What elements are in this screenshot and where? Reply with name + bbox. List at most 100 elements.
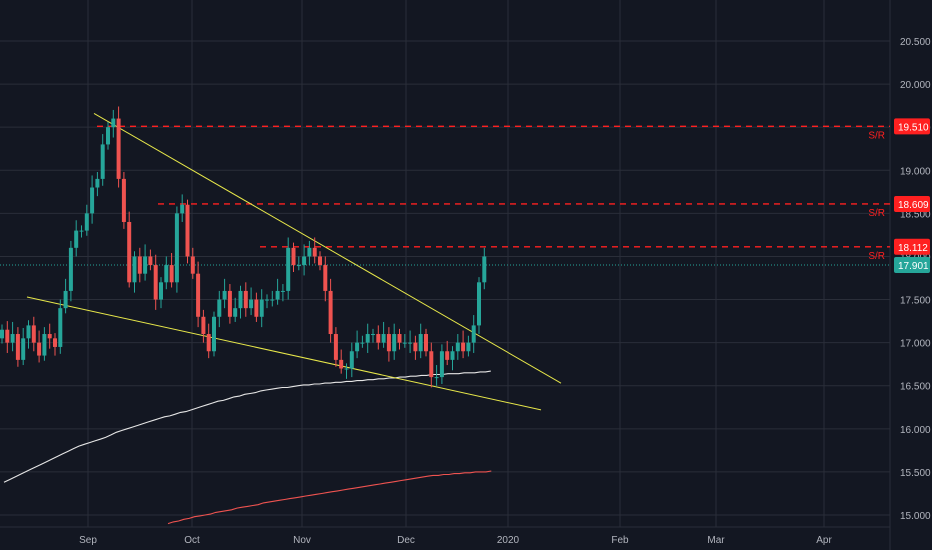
candle-body — [159, 282, 163, 300]
candle-body — [153, 265, 158, 300]
last-price-badge — [894, 256, 930, 273]
candle-body — [26, 325, 31, 339]
candle-body — [259, 299, 264, 317]
candle-body — [355, 342, 360, 352]
y-tick-label: 17.500 — [900, 296, 931, 307]
candle-body — [307, 247, 312, 257]
candle-body — [439, 351, 444, 378]
candle-body — [227, 290, 232, 317]
y-tick-label: 20.500 — [900, 37, 931, 48]
x-tick-label: 2020 — [497, 535, 520, 546]
candle-body — [296, 265, 301, 267]
candle-body — [5, 329, 10, 343]
sr-price-label: 18.609 — [898, 200, 929, 211]
y-tick-label: 16.000 — [900, 425, 931, 436]
candle-body — [217, 299, 222, 317]
candle-body — [365, 334, 370, 343]
candle-body — [402, 342, 407, 344]
candle-body — [291, 247, 296, 266]
candle-body — [275, 290, 280, 300]
sr-price-label: 19.510 — [898, 122, 929, 133]
candle-body — [121, 178, 126, 222]
y-tick-label: 20.000 — [900, 80, 931, 91]
x-tick-label: Oct — [184, 535, 200, 546]
candle-body — [180, 204, 185, 214]
candle-body — [10, 334, 15, 343]
y-tick-label: 19.000 — [900, 166, 931, 177]
trendline-upper — [93, 112, 562, 384]
candle-body — [132, 256, 137, 283]
candle-body — [265, 299, 269, 301]
candle-body — [79, 230, 84, 232]
y-tick-label: 17.000 — [900, 339, 931, 350]
candle-body — [0, 329, 4, 339]
price-axis: 15.00015.50016.00016.50017.00017.50018.0… — [894, 37, 931, 522]
candle-body — [371, 334, 375, 336]
candle-body — [74, 230, 79, 248]
candle-body — [333, 334, 338, 360]
candle-body — [212, 316, 216, 352]
candle-body — [106, 127, 110, 145]
candle-body — [31, 325, 36, 343]
ma_white-line — [3, 370, 491, 483]
candle-body — [482, 256, 487, 283]
candle-body — [249, 299, 254, 309]
candle-body — [477, 282, 481, 326]
candle-body — [461, 342, 466, 352]
candle-body — [164, 265, 169, 283]
candle-body — [392, 334, 397, 352]
candle-body — [137, 256, 142, 274]
candle-body — [445, 351, 450, 360]
sr-price-badge — [894, 238, 930, 255]
candle-body — [397, 334, 402, 343]
x-tick-label: Sep — [79, 535, 97, 546]
candle-body — [116, 118, 121, 179]
x-tick-label: Mar — [707, 535, 725, 546]
candle-body — [429, 351, 434, 378]
x-tick-label: Dec — [397, 535, 415, 546]
candle-body — [169, 265, 174, 283]
candle-body — [148, 256, 153, 266]
candle-body — [376, 334, 381, 343]
candle-body — [344, 368, 349, 370]
candle-body — [243, 290, 248, 309]
candle-body — [15, 334, 20, 360]
candle-body — [360, 342, 365, 344]
candle-body — [53, 338, 57, 347]
last-price-label: 17.901 — [898, 261, 929, 272]
y-tick-label: 15.500 — [900, 468, 931, 479]
x-tick-label: Nov — [293, 535, 311, 546]
trendlines — [26, 112, 562, 411]
candle-body — [318, 256, 322, 266]
trendline-lower — [26, 296, 542, 411]
candle-body — [143, 256, 148, 274]
candle-body — [127, 221, 132, 283]
candle-body — [280, 290, 285, 292]
candle-body — [37, 342, 42, 356]
candle-body — [238, 290, 243, 309]
y-tick-label: 16.500 — [900, 382, 931, 393]
candle-body — [63, 290, 68, 309]
moving-averages — [3, 370, 492, 525]
candle-body — [408, 342, 413, 344]
y-tick-label: 15.000 — [900, 511, 931, 522]
candle-body — [386, 334, 391, 352]
candle-body — [21, 338, 26, 360]
time-axis: Sep Oct Nov Dec 2020 Feb Mar Apr — [79, 535, 832, 546]
candle-body — [349, 351, 354, 369]
candle-body — [42, 334, 47, 356]
candle-body — [286, 247, 291, 291]
candle-body — [47, 334, 52, 339]
candle-body — [254, 299, 259, 317]
x-tick-label: Apr — [816, 535, 832, 546]
candle-body — [58, 308, 63, 347]
candle-body — [381, 334, 386, 343]
sr-tag: S/R — [868, 251, 885, 262]
candle-body — [196, 273, 201, 317]
candle-body — [95, 178, 100, 188]
candle-body — [424, 334, 428, 352]
candle-body — [185, 204, 190, 257]
candle-body — [270, 299, 275, 301]
candle-body — [233, 308, 238, 317]
